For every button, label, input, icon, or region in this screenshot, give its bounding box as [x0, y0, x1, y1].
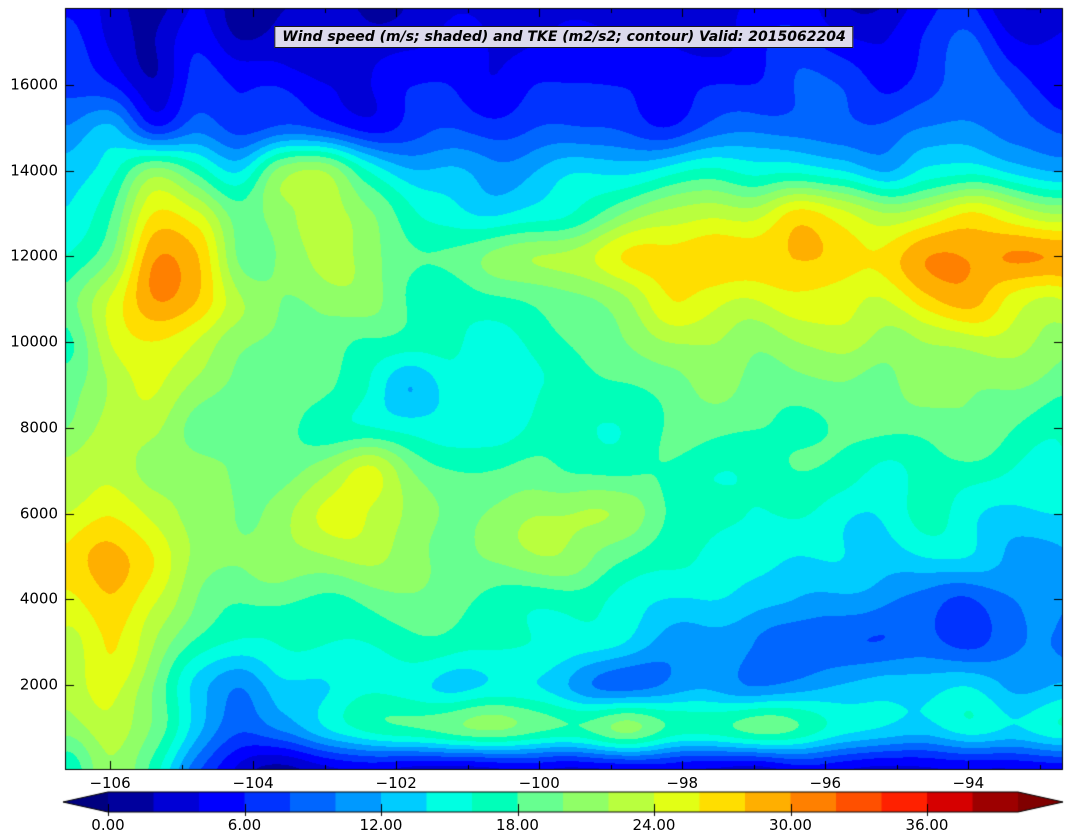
- colorbar-tick-label: 12.00: [359, 816, 403, 834]
- y-tick-label: 10000: [10, 332, 58, 351]
- colorbar-tick-label: 0.00: [91, 816, 125, 834]
- y-tick-label: 16000: [10, 75, 58, 94]
- y-tick-label: 2000: [19, 675, 58, 694]
- y-tick-label: 14000: [10, 161, 58, 180]
- x-tick-label: −102: [375, 774, 417, 792]
- colorbar-tick-label: 24.00: [632, 816, 676, 834]
- x-tick-label: −94: [952, 774, 985, 792]
- colorbar-tick-label: 30.00: [769, 816, 812, 834]
- plot-title: Wind speed (m/s; shaded) and TKE (m2/s2;…: [274, 26, 854, 48]
- x-tick-label: −98: [666, 774, 699, 792]
- x-tick-label: −106: [89, 774, 131, 792]
- x-tick-label: −104: [232, 774, 274, 792]
- colorbar-tick-label: 18.00: [496, 816, 539, 834]
- y-tick-label: 12000: [10, 246, 58, 265]
- x-tick-label: −100: [518, 774, 560, 792]
- y-tick-label: 8000: [19, 418, 58, 437]
- colorbar-tick-label: 6.00: [227, 816, 262, 834]
- y-tick-label: 4000: [19, 589, 58, 608]
- colorbar-tick-label: 36.00: [905, 816, 949, 834]
- y-tick-label: 6000: [19, 504, 58, 523]
- x-tick-label: −96: [809, 774, 842, 792]
